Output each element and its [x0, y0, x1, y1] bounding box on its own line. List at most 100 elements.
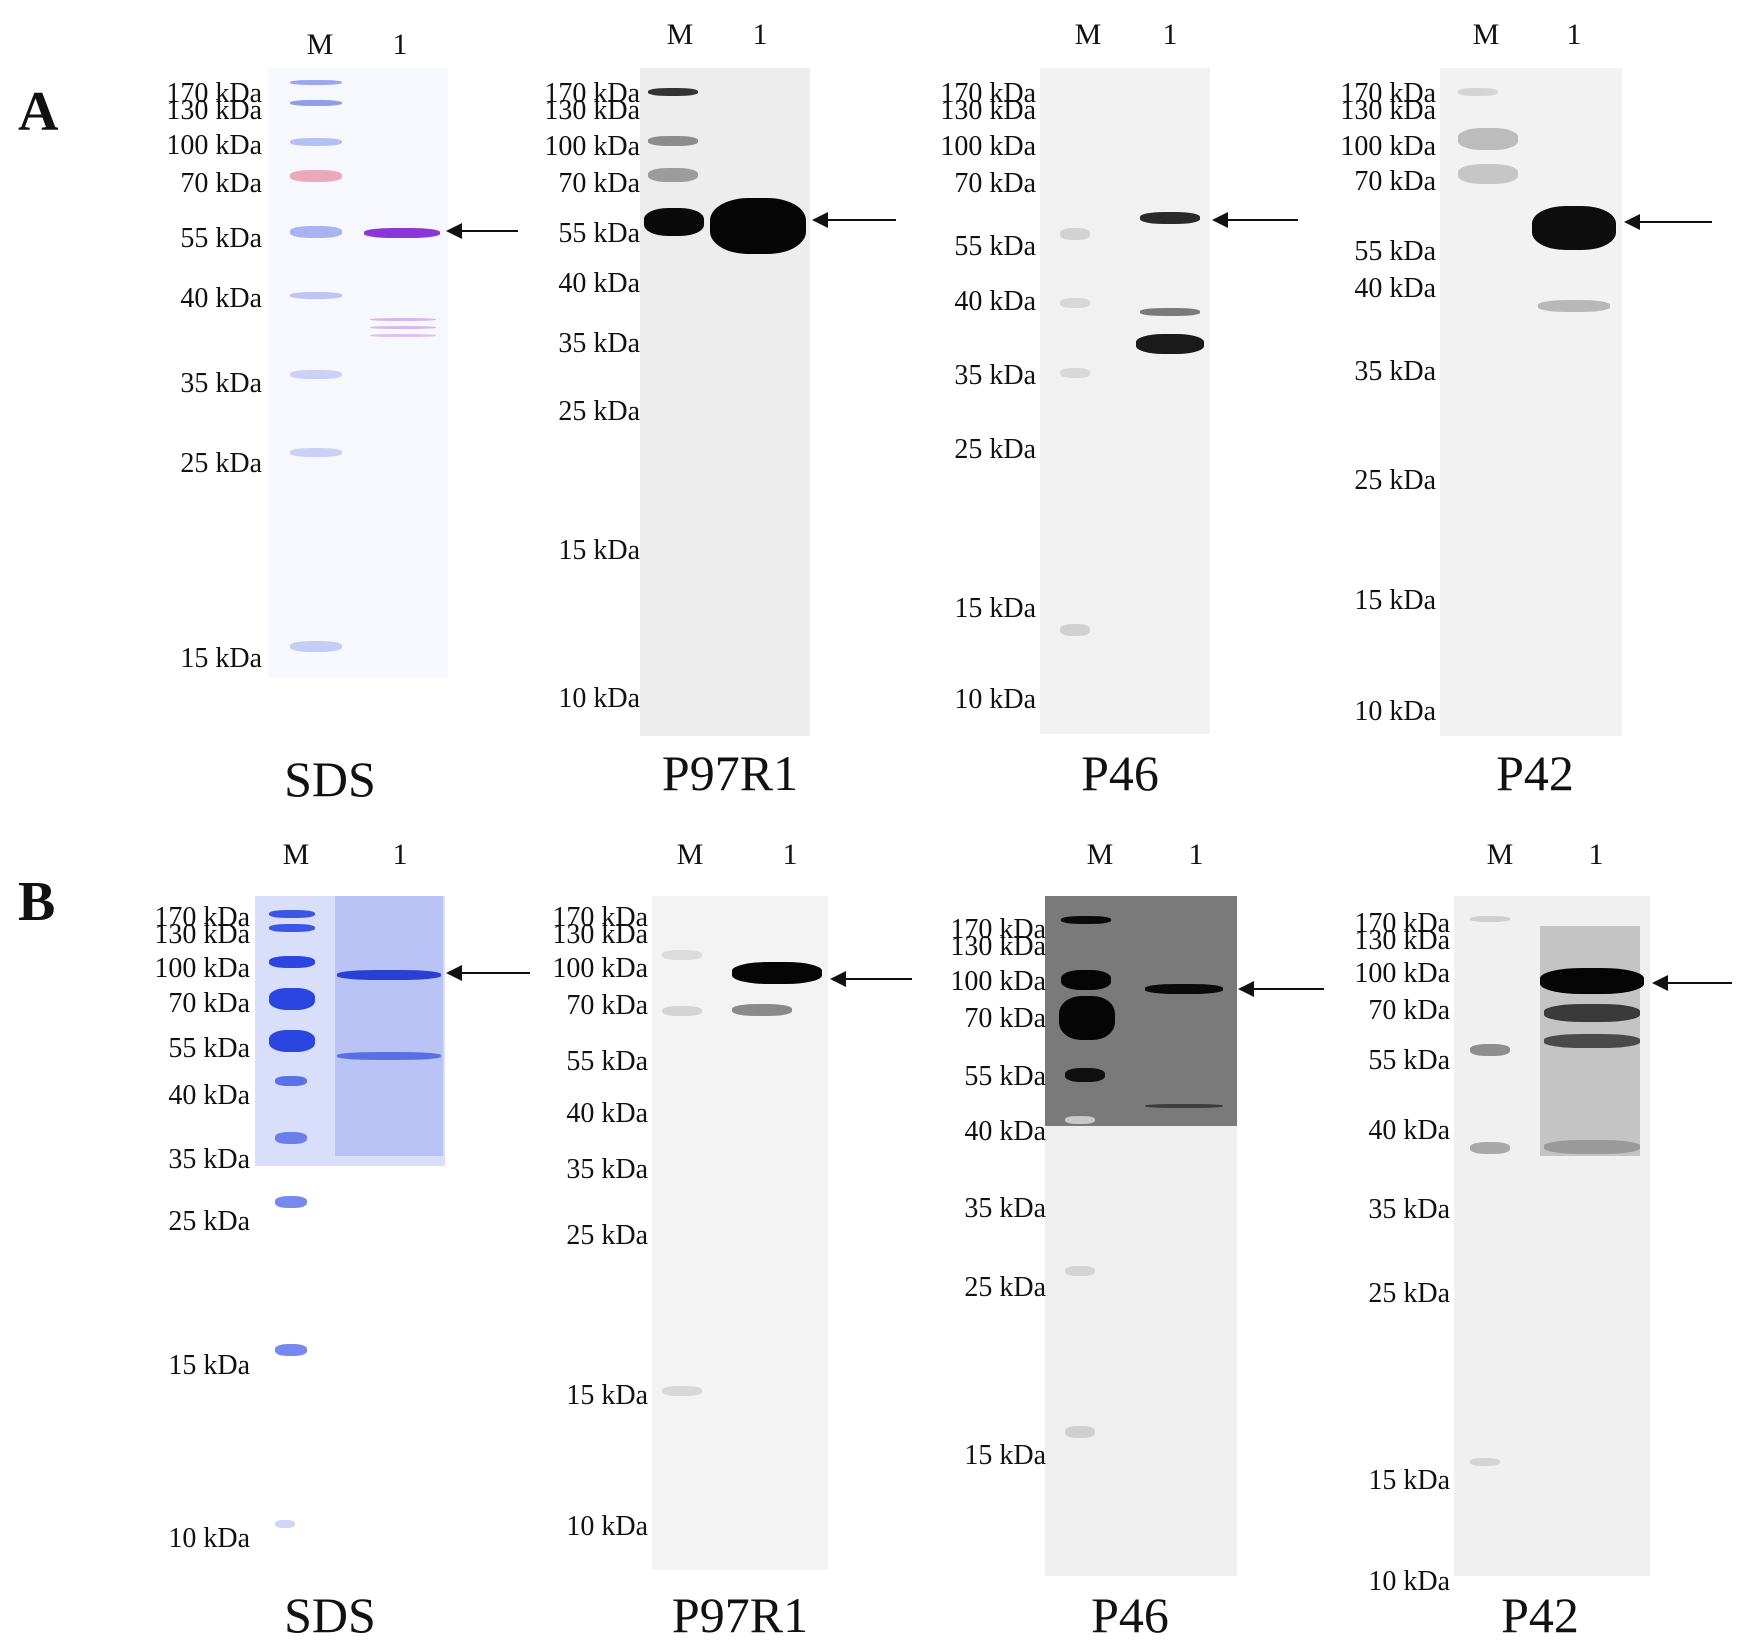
mw-label: 170 kDa	[154, 902, 250, 933]
mw-label: 40 kDa	[168, 1080, 250, 1111]
minor-band	[1544, 1140, 1640, 1154]
mw-label: 100 kDa	[166, 130, 262, 161]
marker-band	[644, 208, 704, 236]
mw-label: 55 kDa	[964, 1061, 1046, 1092]
target-arrow	[1212, 212, 1298, 228]
sample-smear	[335, 896, 443, 1156]
marker-band	[1470, 1458, 1500, 1466]
marker-band	[269, 924, 315, 932]
lane-sample-label: 1	[1188, 838, 1204, 871]
target-band	[732, 962, 822, 984]
marker-band	[662, 1006, 702, 1016]
mw-label: 100 kDa	[154, 953, 250, 984]
mw-label: 130 kDa	[544, 95, 640, 126]
target-arrow	[446, 223, 518, 239]
mw-label: 55 kDa	[180, 223, 262, 254]
marker-band	[662, 1386, 702, 1396]
lane-sample-label: 1	[392, 838, 408, 871]
mw-label: 170 kDa	[1340, 78, 1436, 109]
blot-title-p46: P46	[1081, 745, 1159, 801]
mw-label: 70 kDa	[964, 1003, 1046, 1034]
lane-sample-label: 1	[1162, 18, 1178, 51]
mw-label: 15 kDa	[168, 1350, 250, 1381]
gel-a-p97r1	[640, 68, 810, 736]
mw-label: 10 kDa	[566, 1511, 648, 1542]
lane-marker-label: M	[1086, 838, 1114, 871]
marker-band	[290, 100, 342, 106]
mw-label: 40 kDa	[1354, 273, 1436, 304]
mw-label: 55 kDa	[566, 1046, 648, 1077]
marker-band	[648, 88, 698, 96]
mw-label: 100 kDa	[552, 953, 648, 984]
gel-b-p97r1	[652, 896, 828, 1570]
mw-label: 10 kDa	[558, 683, 640, 714]
mw-label: 100 kDa	[940, 131, 1036, 162]
mw-label: 55 kDa	[954, 231, 1036, 262]
marker-band	[1470, 1044, 1510, 1056]
marker-band	[662, 950, 702, 960]
mw-label: 100 kDa	[1340, 131, 1436, 162]
mw-label: 35 kDa	[566, 1154, 648, 1185]
marker-band	[1458, 88, 1498, 96]
gel-b-sds	[255, 896, 445, 1546]
marker-band	[290, 641, 342, 652]
gel-b-p42	[1454, 896, 1650, 1576]
marker-band	[1059, 996, 1115, 1040]
mw-label: 25 kDa	[566, 1220, 648, 1251]
mw-label: 70 kDa	[954, 168, 1036, 199]
marker-band	[1060, 298, 1090, 308]
mw-label: 100 kDa	[950, 966, 1046, 997]
lane-marker-label: M	[676, 838, 704, 871]
gel-a-sds	[268, 68, 448, 678]
mw-label: 15 kDa	[1354, 585, 1436, 616]
marker-band	[648, 136, 698, 146]
mw-label: 35 kDa	[168, 1144, 250, 1175]
mw-label: 100 kDa	[1354, 958, 1450, 989]
marker-band	[275, 1520, 295, 1528]
mw-label: 55 kDa	[1354, 236, 1436, 267]
mw-label: 25 kDa	[1354, 465, 1436, 496]
mw-label: 130 kDa	[1354, 925, 1450, 956]
blot-title-sds: SDS	[284, 751, 376, 807]
blot-title-p46: P46	[1091, 1587, 1169, 1643]
marker-band	[1060, 368, 1090, 378]
target-band	[337, 970, 441, 980]
marker-band	[269, 910, 315, 918]
mw-label: 15 kDa	[954, 593, 1036, 624]
blot-title-p97r1: P97R1	[661, 745, 799, 801]
mw-label: 25 kDa	[558, 396, 640, 427]
minor-band	[1544, 1004, 1640, 1022]
minor-band	[1145, 1104, 1223, 1108]
marker-band	[1470, 1142, 1510, 1154]
minor-band	[337, 1052, 441, 1060]
mw-label: 40 kDa	[558, 268, 640, 299]
gel-a-p46	[1040, 68, 1210, 734]
marker-band	[290, 170, 342, 182]
marker-band	[1065, 1116, 1095, 1124]
mw-label: 10 kDa	[1368, 1566, 1450, 1597]
minor-band	[1136, 334, 1204, 354]
marker-band	[1060, 228, 1090, 240]
mw-label: 70 kDa	[168, 988, 250, 1019]
mw-label: 25 kDa	[964, 1272, 1046, 1303]
mw-label: 100 kDa	[544, 131, 640, 162]
mw-label: 25 kDa	[180, 448, 262, 479]
target-band	[1532, 206, 1616, 250]
marker-band	[275, 1196, 307, 1208]
target-arrow	[812, 212, 896, 228]
target-band	[710, 198, 806, 254]
minor-band	[1538, 300, 1610, 312]
marker-band	[290, 80, 342, 85]
mw-label: 10 kDa	[1354, 696, 1436, 727]
marker-band	[290, 292, 342, 299]
target-arrow	[830, 971, 912, 987]
mw-label: 170 kDa	[1354, 908, 1450, 939]
target-arrow	[1238, 981, 1324, 997]
mw-label: 70 kDa	[566, 990, 648, 1021]
marker-band	[290, 226, 342, 238]
mw-label: 10 kDa	[168, 1523, 250, 1554]
mw-label: 70 kDa	[1354, 166, 1436, 197]
mw-label: 35 kDa	[1354, 356, 1436, 387]
lane-sample-label: 1	[752, 18, 768, 51]
lane-marker-label: M	[1472, 18, 1500, 51]
